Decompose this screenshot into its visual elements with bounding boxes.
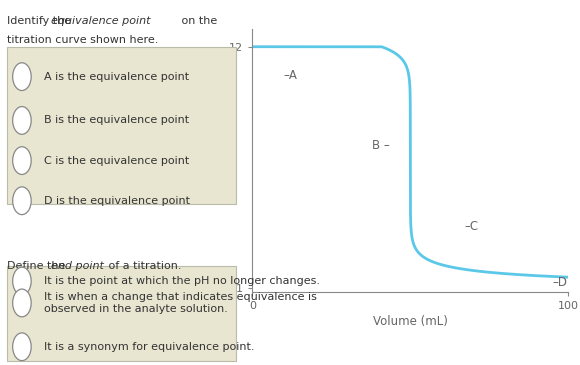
Text: It is the point at which the pH no longer changes.: It is the point at which the pH no longe… xyxy=(44,276,320,286)
Text: D is the equivalence point: D is the equivalence point xyxy=(44,196,190,206)
Circle shape xyxy=(13,187,31,215)
Text: B is the equivalence point: B is the equivalence point xyxy=(44,115,189,126)
Text: –C: –C xyxy=(464,220,478,233)
FancyBboxPatch shape xyxy=(8,266,236,361)
Text: It is a synonym for equivalence point.: It is a synonym for equivalence point. xyxy=(44,342,255,352)
Text: Define the: Define the xyxy=(8,261,69,271)
X-axis label: Volume (mL): Volume (mL) xyxy=(373,315,448,328)
Circle shape xyxy=(13,107,31,134)
Circle shape xyxy=(13,267,31,295)
Text: of a titration.: of a titration. xyxy=(105,261,181,271)
Text: C is the equivalence point: C is the equivalence point xyxy=(44,155,189,166)
Circle shape xyxy=(13,147,31,174)
Text: B –: B – xyxy=(372,139,390,152)
Y-axis label: pH: pH xyxy=(212,153,225,169)
Text: end point: end point xyxy=(51,261,104,271)
Text: on the: on the xyxy=(178,16,217,26)
FancyBboxPatch shape xyxy=(8,47,236,204)
Text: It is when a change that indicates equivalence is
observed in the analyte soluti: It is when a change that indicates equiv… xyxy=(44,292,317,314)
Text: titration curve shown here.: titration curve shown here. xyxy=(8,35,159,45)
Circle shape xyxy=(13,289,31,317)
Text: A is the equivalence point: A is the equivalence point xyxy=(44,72,189,82)
Circle shape xyxy=(13,63,31,91)
Text: –A: –A xyxy=(284,69,298,82)
Text: equivalence point: equivalence point xyxy=(51,16,151,26)
Circle shape xyxy=(13,333,31,361)
Text: Identify the: Identify the xyxy=(8,16,75,26)
Text: –D: –D xyxy=(553,276,568,289)
